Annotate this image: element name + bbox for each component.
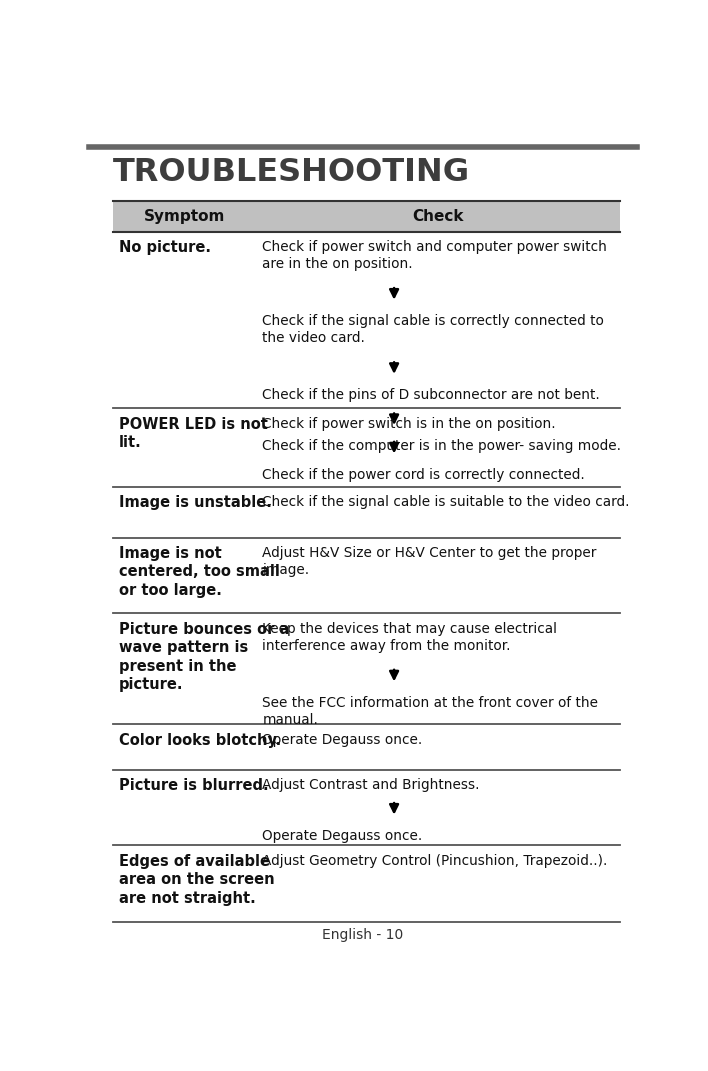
Text: Picture is blurred.: Picture is blurred. xyxy=(119,778,268,793)
Text: English - 10: English - 10 xyxy=(322,929,404,942)
Text: Check if the computer is in the power- saving mode.: Check if the computer is in the power- s… xyxy=(263,439,622,453)
Text: No picture.: No picture. xyxy=(119,240,211,255)
Bar xyxy=(113,201,620,231)
Text: Check if the pins of D subconnector are not bent.: Check if the pins of D subconnector are … xyxy=(263,389,600,403)
Text: Image is unstable.: Image is unstable. xyxy=(119,495,272,510)
Text: POWER LED is not
lit.: POWER LED is not lit. xyxy=(119,417,268,450)
Text: Keep the devices that may cause electrical
interference away from the monitor.: Keep the devices that may cause electric… xyxy=(263,621,557,653)
Text: Edges of available
area on the screen
are not straight.: Edges of available area on the screen ar… xyxy=(119,854,274,906)
Text: Check if power switch and computer power switch
are in the on position.: Check if power switch and computer power… xyxy=(263,240,607,271)
Text: Picture bounces or a
wave pattern is
present in the
picture.: Picture bounces or a wave pattern is pre… xyxy=(119,621,289,692)
Text: Check if power switch is in the on position.: Check if power switch is in the on posit… xyxy=(263,417,556,431)
Text: Color looks blotchy.: Color looks blotchy. xyxy=(119,733,281,748)
Text: Adjust Geometry Control (Pincushion, Trapezoid..).: Adjust Geometry Control (Pincushion, Tra… xyxy=(263,854,607,868)
Text: TROUBLESHOOTING: TROUBLESHOOTING xyxy=(113,157,470,188)
Text: Operate Degauss once.: Operate Degauss once. xyxy=(263,733,423,746)
Text: Check if the signal cable is correctly connected to
the video card.: Check if the signal cable is correctly c… xyxy=(263,314,605,345)
Text: Operate Degauss once.: Operate Degauss once. xyxy=(263,829,423,843)
Text: Symptom: Symptom xyxy=(144,209,225,224)
Text: Check if the power cord is correctly connected.: Check if the power cord is correctly con… xyxy=(263,468,586,482)
Text: Adjust Contrast and Brightness.: Adjust Contrast and Brightness. xyxy=(263,778,480,791)
Text: Adjust H&V Size or H&V Center to get the proper
image.: Adjust H&V Size or H&V Center to get the… xyxy=(263,546,597,577)
Text: Check: Check xyxy=(412,209,464,224)
Text: Image is not
centered, too small
or too large.: Image is not centered, too small or too … xyxy=(119,546,280,598)
Text: Check if the signal cable is suitable to the video card.: Check if the signal cable is suitable to… xyxy=(263,495,630,509)
Text: See the FCC information at the front cover of the
manual.: See the FCC information at the front cov… xyxy=(263,696,598,727)
